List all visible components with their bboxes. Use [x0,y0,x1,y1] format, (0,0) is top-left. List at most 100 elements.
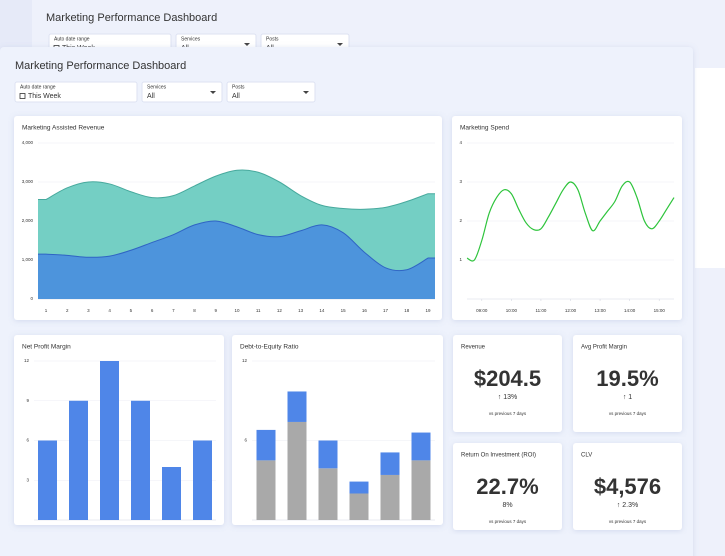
filter-label: Posts [232,84,245,90]
bar-segment [318,440,338,469]
x-tick-label: 17 [383,308,389,313]
kpi-card [573,443,682,530]
x-tick-label: 11:00 [535,308,546,313]
background-card [695,68,725,268]
filter-label: Auto date range [20,84,56,90]
x-tick-label: 9 [215,308,218,313]
kpi-change: ↑ 2.3% [617,502,638,509]
chart-title: Marketing Assisted Revenue [22,125,105,132]
chart-card: Marketing Assisted Revenue 0 1,000 2,000 3,0… [14,116,442,320]
kpi-note: vs previous 7 days [609,519,647,524]
kpi-note: vs previous 7 days [609,411,647,416]
y-tick-label: 1,000 [22,257,34,262]
x-tick-label: 6 [151,308,154,313]
dashboard-title: Marketing Performance Dashboard [15,60,186,72]
filters: Auto date range This Week Services All Posts… [14,81,316,103]
y-tick-label: 2,000 [22,218,34,223]
area-line [38,169,435,210]
calendar-icon [19,93,26,99]
x-tick-label: 10 [234,308,240,313]
x-tick-label: 09:00 [476,308,488,313]
card [452,116,682,320]
kpi-change: ↑ 1 [623,394,632,401]
x-tick-label: 10:00 [506,308,518,313]
background-title: Marketing Performance Dashboard [46,12,217,24]
kpi-card [453,335,562,432]
x-tick-label: 14 [319,308,325,313]
y-tick-label: 12 [242,358,248,363]
y-tick-label: 0 [30,296,33,301]
y-tick-label: 2 [459,218,462,223]
chart-title: Net Profit Margin [22,344,71,351]
kpi-change: ↑ 13% [498,394,517,401]
x-tick-label: 2 [66,308,69,313]
area [38,220,435,299]
y-tick-label: 4 [459,140,462,145]
x-tick-label: 1 [45,308,48,313]
kpi-value: 19.5% [596,366,658,391]
y-tick-label: 3 [26,477,29,482]
x-tick-label: 12 [277,308,283,313]
x-tick-label: 19 [425,308,431,313]
bar [193,440,212,520]
bar-segment [256,460,276,520]
bar-segment [349,481,369,494]
kpi-value: 22.7% [476,474,538,499]
x-tick-label: 14:00 [624,308,636,313]
bar-segment [411,460,431,520]
x-tick-label: 16 [362,308,368,313]
bar-segment [318,468,338,520]
bar-segment [349,493,369,520]
kpis: Revenue $204.5 ↑ 13% vs previous 7 days Avg … [453,335,682,530]
bar-segment [380,452,400,475]
filter-box[interactable] [226,81,316,103]
bar [69,400,88,520]
filter-value: All [147,93,155,100]
dropdown-arrow [244,43,250,46]
filter-label: Services [181,36,201,42]
x-tick-label: 13:00 [594,308,606,313]
kpi-value: $204.5 [474,366,541,391]
x-tick-label: 12:00 [565,308,577,313]
filter-value: All [232,93,240,100]
bar-segment [287,391,307,422]
y-tick-label: 3,000 [22,179,34,184]
bar [100,361,119,520]
kpi-title: CLV [581,453,592,459]
kpi-note: vs previous 7 days [489,411,527,416]
bar-segment [256,429,276,461]
chart-title: Marketing Spend [460,125,510,132]
x-tick-label: 5 [130,308,133,313]
kpi-value: $4,576 [594,474,661,499]
y-tick-label: 4,000 [22,140,34,145]
area-line [38,220,435,272]
filter-label: Posts [266,36,279,42]
kpi-title: Return On Investment (ROI) [461,453,536,459]
y-tick-label: 3 [459,179,462,184]
x-tick-label: 15 [341,308,347,313]
dropdown-arrow [337,43,343,46]
bar [131,400,150,520]
kpi-card [453,443,562,530]
bar-segment [411,432,431,461]
x-tick-label: 13 [298,308,304,313]
kpi-change: 8% [502,502,512,509]
y-tick-label: 1 [459,257,462,262]
filter-label: Services [147,84,167,90]
bar [162,467,181,520]
filter-label: Auto date range [54,36,90,42]
filter-box[interactable] [141,81,223,103]
kpi-card [573,335,682,432]
chart-card: Net Profit Margin 3 6 9 12 [14,335,224,525]
dropdown-arrow [303,91,309,94]
x-tick-label: 7 [172,308,175,313]
x-tick-label: 8 [193,308,196,313]
filter-box[interactable] [14,81,138,103]
x-tick-label: 11 [256,308,261,313]
line [466,180,675,262]
x-tick-label: 18 [404,308,410,313]
kpi-note: vs previous 7 days [489,519,527,524]
x-tick-label: 3 [87,308,90,313]
